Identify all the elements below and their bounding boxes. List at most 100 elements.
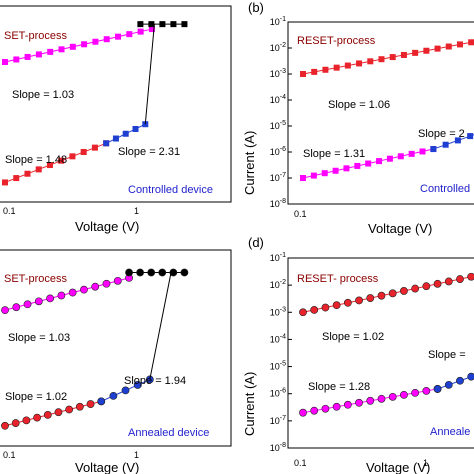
panel-d-series-1-point (299, 408, 307, 417)
panel-c-series-1-point (180, 268, 189, 277)
panel-c-series-0-point (12, 303, 21, 312)
panel-c-slope-hrs-high: Slope = 1.94 (124, 375, 186, 387)
panel-a-series-1-point (159, 21, 166, 28)
panel-a-series-0-point (126, 31, 133, 38)
panel-b-series-1-point (419, 148, 426, 155)
panel-a-series-0-point (103, 36, 110, 43)
panel-a-series-2-point (58, 157, 65, 164)
panel-d-ylabel: Current (A) (242, 372, 257, 436)
panel-a-slope-hrs-high: Slope = 2.31 (118, 146, 180, 158)
panel-d-series-0-point (310, 306, 319, 314)
panel-d-series-0-point (355, 296, 363, 305)
panel-d-series-0-point (411, 284, 420, 293)
panel-b-frame (287, 21, 474, 205)
panel-c-series-0-point (1, 306, 9, 315)
panel-d-frame (287, 257, 474, 449)
panel-a-series-0-point (13, 56, 20, 63)
panel-b-series-0-point (445, 43, 452, 50)
panel-c-series-1-point (169, 268, 178, 277)
panel-b-series-1-point (408, 150, 415, 157)
panel-c-series-1-point (136, 268, 145, 277)
panel-c-series-0-point (68, 288, 77, 297)
panel-a-series-2-point (13, 175, 20, 182)
panel-d-series-2-point (467, 372, 474, 381)
panel-a-series-3-point (103, 140, 110, 147)
panel-d-series-1-point (355, 398, 363, 407)
panel-c-plot (1, 268, 189, 430)
panel-b-device-label: Controlled (420, 183, 470, 195)
panel-d-series-0-point (321, 303, 330, 312)
panel-d-plot (299, 272, 474, 417)
panel-d-series-0-point (366, 294, 375, 302)
panel-c-device-label: Annealed device (128, 427, 209, 439)
panel-a-device-label: Controlled device (128, 184, 213, 196)
panel-d-xtick-0.1: 0.1 (294, 458, 307, 468)
panel-d-xtick-1: 1 (423, 458, 428, 468)
panel-a-series-0-point (148, 26, 155, 33)
panel-a-series-1-point (170, 21, 177, 28)
panel-b-series-0-point (412, 49, 419, 56)
panel-d-xlabel: Voltage (V) (366, 460, 430, 474)
panel-a-series-2-point (24, 170, 31, 177)
panel-d-ytick-label: 10-4 (270, 333, 286, 344)
panel-d-series-1-point (400, 390, 408, 399)
panel-a-series-2-point (80, 148, 87, 155)
panel-b-slope-hrs-high: Slope = 2 (418, 128, 465, 140)
panel-a-series-1-point (181, 21, 188, 28)
panel-d-tag: (d) (248, 235, 264, 250)
panel-b-series-2-point (442, 141, 449, 148)
panel-b-xlabel: Voltage (V) (368, 221, 432, 236)
panel-c: SET-process Annealed device Slope = 1.03… (0, 249, 232, 474)
panel-c-series-0-point (34, 297, 43, 306)
panel-b-tag: (b) (248, 0, 264, 15)
panel-b-ytick-label: 10-1 (270, 16, 286, 27)
panel-b: (b) 10-8 10-7 10-6 10-5 10-4 10-3 10-2 10-1 RES… (242, 0, 474, 236)
panel-d-series-0-point (400, 287, 408, 295)
panel-a-series-2-point (69, 153, 76, 160)
panel-b-series-1-point (386, 155, 393, 162)
panel-c-series-0-point (102, 279, 111, 288)
panel-a-series-2-line (4, 142, 107, 183)
panel-b-series-1-point (310, 172, 317, 179)
panel-d-series-0-point (343, 298, 352, 307)
panel-a-slope-hrs-low: Slope = 1.48 (5, 154, 67, 166)
panel-d-slope-hrs-high: Slope = (428, 349, 466, 361)
panel-a-series-0-point (137, 28, 144, 35)
panel-c-series-2-point (22, 416, 31, 425)
panel-d-series-1-point (411, 388, 420, 397)
panel-b-series-0-point (311, 68, 318, 75)
panel-c-series-2-point (54, 408, 63, 417)
panel-c-process-label: SET-process (4, 273, 67, 285)
panel-a-series-3-point (122, 130, 129, 137)
panel-d-series-0-point (433, 279, 442, 288)
panel-c-series-0-point (23, 300, 32, 309)
panel-a-series-0-point (81, 41, 88, 48)
panel-a-series-3-point (112, 135, 119, 142)
panel-b-series-0-point (389, 54, 396, 61)
panel-b-series-1-point (321, 170, 328, 177)
panel-b-series-1-point (332, 167, 339, 174)
panel-b-series-1-point (376, 158, 383, 165)
panel-a: SET-process Controlled device Slope = 1.… (0, 5, 232, 234)
panel-c-series-3-point (109, 391, 118, 400)
panel-b-series-1-point (365, 160, 372, 167)
panel-a-xtick-0.1: 0.1 (3, 206, 16, 216)
panel-a-series-2-point (46, 162, 53, 169)
panel-a-series-0-point (92, 38, 99, 45)
panel-d-series-2-point (444, 380, 453, 389)
panel-d-series-1-point (377, 394, 386, 403)
panel-d-series-1-point (343, 400, 352, 409)
panel-b-series-2-point (467, 133, 474, 140)
panel-d-series-0-point (456, 275, 464, 283)
panel-b-series-0-point (456, 41, 463, 48)
panel-d-series-2-point (456, 376, 464, 385)
panel-b-series-0-point (300, 71, 306, 77)
panel-b-slope-lrs: Slope = 1.06 (328, 99, 390, 111)
panel-b-ytick-label: 10-6 (270, 146, 286, 157)
panel-d-ytick-label: 10-1 (270, 252, 286, 263)
panel-d-series-1-point (310, 406, 319, 415)
panel-c-series-1-point (147, 268, 156, 277)
panel-c-series-0-point (46, 294, 55, 303)
panel-c-series-2-line (4, 400, 102, 427)
panel-b-ytick-label: 10-3 (270, 68, 286, 79)
